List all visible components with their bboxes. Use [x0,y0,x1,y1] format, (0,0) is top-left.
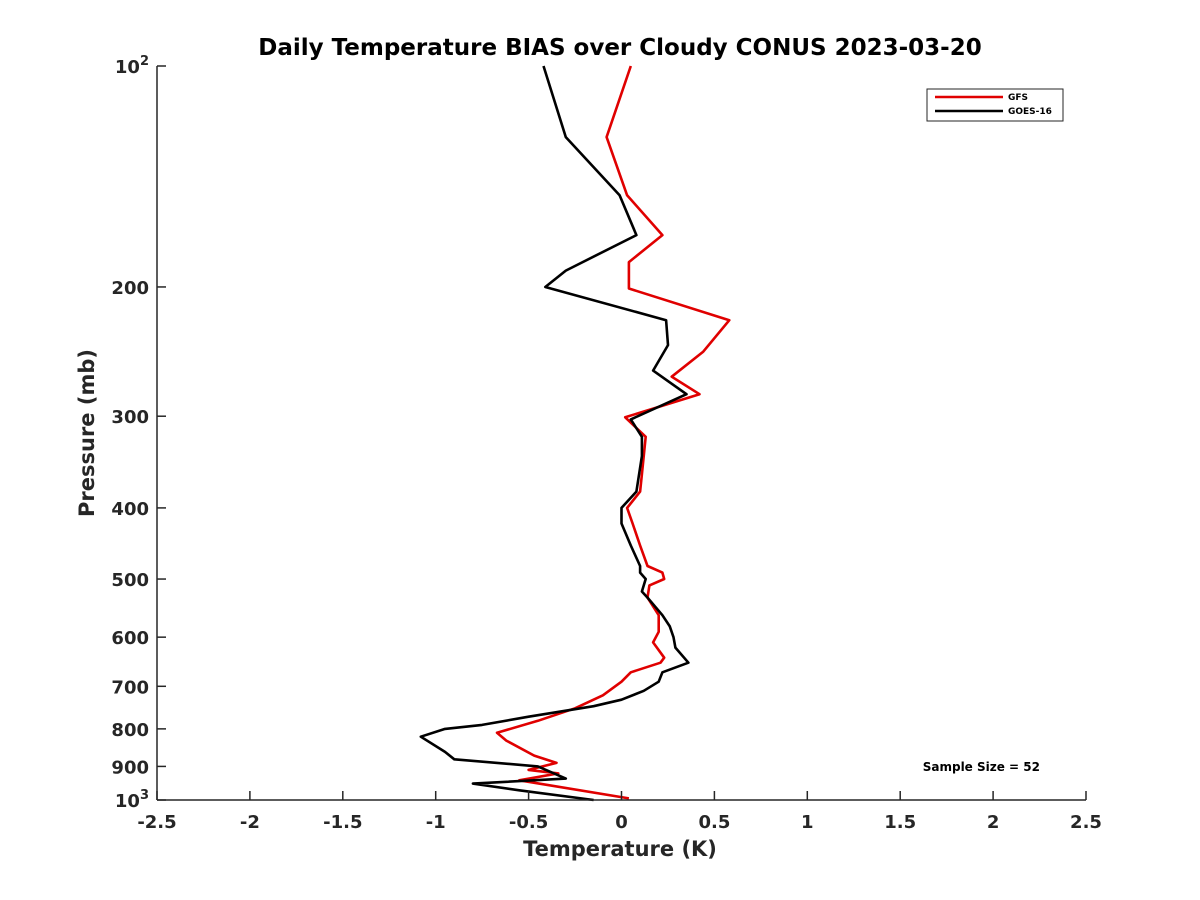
x-axis-label: Temperature (K) [523,837,717,861]
legend: GFS GOES-16 [926,88,1064,122]
y-tick-label: 102 [115,54,149,78]
legend-label-goes16: GOES-16 [1008,107,1052,117]
x-tick-label: 1 [801,812,814,833]
x-tick-label: 2.5 [1070,812,1102,833]
x-tick-label: 0 [615,812,628,833]
y-tick-label: 500 [111,570,149,591]
chart-title: Daily Temperature BIAS over Cloudy CONUS… [258,35,981,61]
y-axis-label: Pressure (mb) [75,349,99,517]
y-tick-label: 700 [111,677,149,698]
x-tick-label: -2.5 [137,812,176,833]
series-line-goes16 [419,65,690,802]
x-axis-ticks: -2.5 -2 -1.5 -1 -0.5 0 0.5 1 1.5 2 2.5 [137,791,1102,833]
x-tick-label: -1 [426,812,446,833]
sample-size-annotation: Sample Size = 52 [923,760,1040,774]
y-tick-label: 103 [115,788,149,812]
x-tick-label: 1.5 [884,812,916,833]
x-tick-label: 2 [987,812,1000,833]
y-tick-label: 300 [111,407,149,428]
y-tick-label: 200 [111,278,149,299]
series-lines [419,65,731,802]
series-line-gfs [495,65,731,800]
x-tick-label: -2 [240,812,260,833]
y-tick-label: 600 [111,628,149,649]
legend-box [926,88,1064,122]
x-tick-label: -1.5 [323,812,362,833]
legend-label-gfs: GFS [1008,93,1028,103]
x-tick-label: -0.5 [509,812,548,833]
y-tick-label: 900 [111,757,149,778]
y-axis-ticks: 102 200 300 400 500 600 700 800 900 103 [111,54,166,812]
x-tick-label: 0.5 [698,812,730,833]
y-tick-label: 800 [111,720,149,741]
y-tick-label: 400 [111,499,149,520]
